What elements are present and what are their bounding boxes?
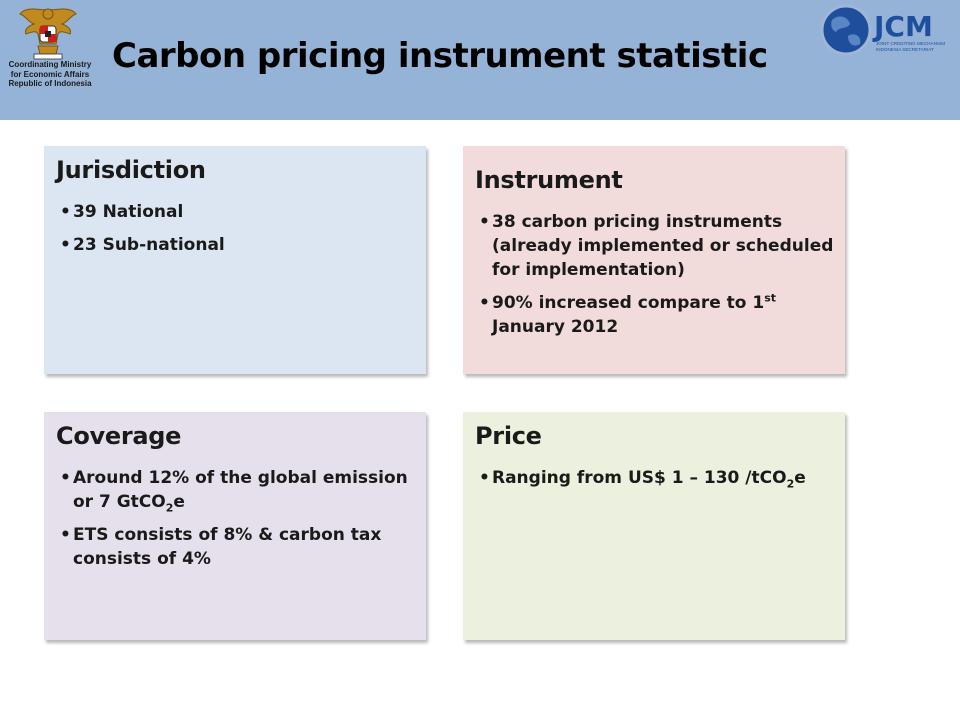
ministry-caption-line: for Economic Affairs bbox=[10, 69, 90, 79]
subscript: 2 bbox=[165, 501, 174, 515]
list-item-text: Ranging from US$ 1 – 130 /tCO bbox=[492, 468, 787, 488]
card-title: Coverage bbox=[56, 422, 182, 450]
list-item-text: January 2012 bbox=[492, 317, 619, 337]
card-title: Jurisdiction bbox=[56, 156, 206, 184]
bullet-list: Around 12% of the global emission or 7 G… bbox=[56, 466, 416, 571]
card-title: Price bbox=[475, 422, 542, 450]
jcm-subtitle: JOINT CREDITING MECHANISM bbox=[876, 41, 945, 46]
subscript: 2 bbox=[786, 477, 795, 491]
list-item-text: e bbox=[794, 468, 806, 488]
list-item: ETS consists of 8% & carbon tax consists… bbox=[56, 523, 416, 571]
garuda-emblem-icon bbox=[19, 8, 77, 60]
list-item: 38 carbon pricing instruments (already i… bbox=[475, 210, 835, 282]
bullet-list: 39 National 23 Sub-national bbox=[56, 200, 416, 257]
list-item-text: e bbox=[173, 492, 185, 512]
bullet-list: 38 carbon pricing instruments (already i… bbox=[475, 210, 835, 339]
bullet-list: Ranging from US$ 1 – 130 /tCO2e bbox=[475, 466, 835, 490]
jcm-wordmark: JCM bbox=[872, 10, 933, 43]
jcm-subtitle: INDONESIA SECRETARIAT bbox=[876, 47, 934, 52]
list-item: 90% increased compare to 1st January 201… bbox=[475, 291, 835, 339]
globe-icon bbox=[820, 4, 872, 56]
list-item: 39 National bbox=[56, 200, 416, 224]
list-item: Ranging from US$ 1 – 130 /tCO2e bbox=[475, 466, 835, 490]
card-coverage: Coverage Around 12% of the global emissi… bbox=[44, 412, 426, 640]
jcm-logo: JCM JOINT CREDITING MECHANISM INDONESIA … bbox=[820, 4, 945, 56]
list-item-text: Around 12% of the global emission or 7 G… bbox=[73, 468, 408, 512]
card-instrument: Instrument 38 carbon pricing instruments… bbox=[463, 146, 845, 374]
superscript: st bbox=[764, 291, 777, 305]
ministry-caption: Coordinating Ministry for Economic Affai… bbox=[0, 60, 100, 89]
ministry-caption-line: Coordinating Ministry bbox=[8, 60, 92, 69]
header-banner: Coordinating Ministry for Economic Affai… bbox=[0, 0, 960, 120]
ministry-caption-line: Republic of Indonesia bbox=[8, 79, 92, 88]
card-title: Instrument bbox=[475, 166, 623, 194]
list-item: Around 12% of the global emission or 7 G… bbox=[56, 466, 416, 514]
page-title: Carbon pricing instrument statistic bbox=[112, 36, 768, 76]
list-item: 23 Sub-national bbox=[56, 233, 416, 257]
card-price: Price Ranging from US$ 1 – 130 /tCO2e bbox=[463, 412, 845, 640]
list-item-text: 90% increased compare to 1 bbox=[492, 293, 765, 313]
card-jurisdiction: Jurisdiction 39 National 23 Sub-national bbox=[44, 146, 426, 374]
